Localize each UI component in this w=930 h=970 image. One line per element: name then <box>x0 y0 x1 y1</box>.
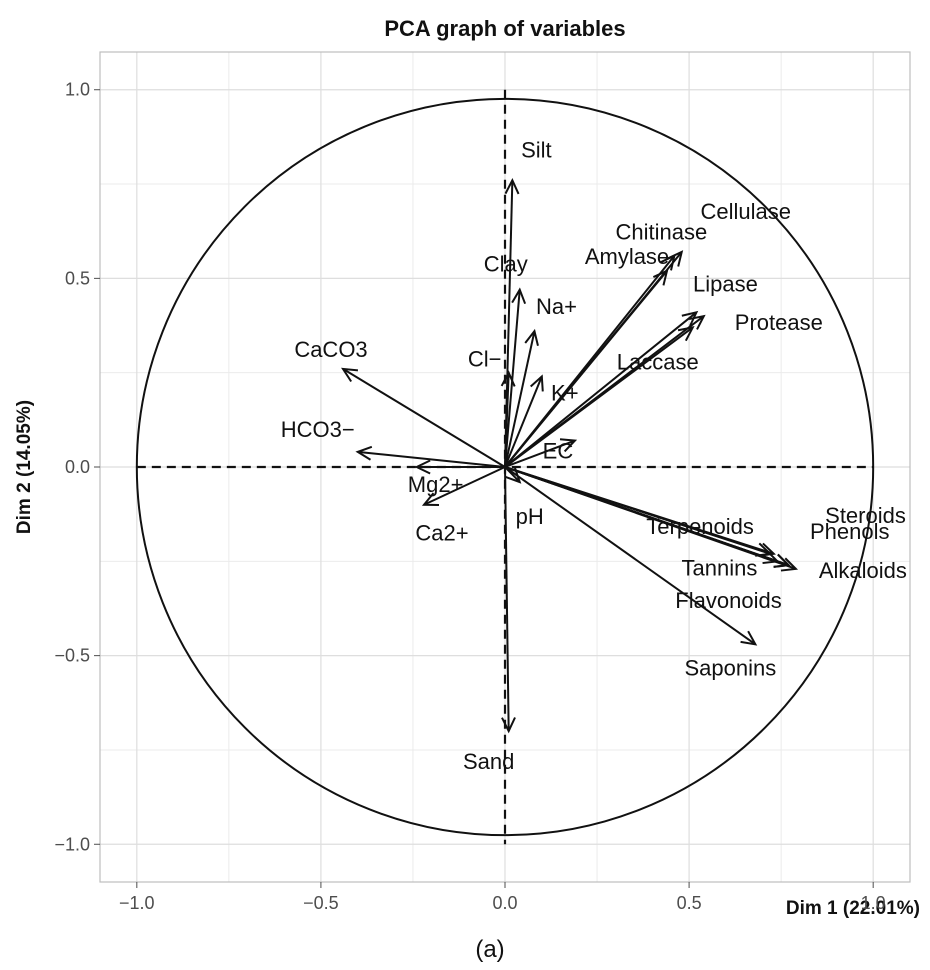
arrowhead-caco3 <box>341 367 359 383</box>
label-flavonoids: Flavonoids <box>675 588 781 613</box>
arrow-laccase <box>504 326 694 468</box>
label-clay: Clay <box>484 252 528 277</box>
arrowhead-na <box>524 328 539 346</box>
label-chitinase: Chitinase <box>616 220 708 245</box>
arrowhead-k <box>530 374 544 392</box>
arrow-cl <box>504 372 510 468</box>
y-axis-title: Dim 2 (14.05%) <box>14 400 35 534</box>
arrowhead-protease <box>688 314 706 330</box>
arrow-sand <box>504 466 510 732</box>
label-ec: EC <box>543 439 574 464</box>
arrowhead-silt <box>504 177 520 195</box>
variable-arrows <box>341 177 799 734</box>
label-alkaloids: Alkaloids <box>819 558 907 583</box>
arrow-ca2 <box>423 466 506 506</box>
arrow-ec <box>504 439 576 468</box>
label-caco3: CaCO3 <box>294 337 367 362</box>
variable-labels: Silt Clay Na+ Cl− K+ EC pH Sand CaCO3 HCO3− Mg2+ Ca… <box>281 137 907 774</box>
y-tick-label: −0.5 <box>54 646 90 666</box>
arrow-amylase <box>504 270 668 468</box>
label-hco3: HCO3− <box>281 417 355 442</box>
arrow-clay <box>504 289 521 468</box>
arrowhead-ca2 <box>421 492 440 506</box>
arrowhead-saponins <box>740 630 758 646</box>
arrowhead-laccase <box>677 326 695 342</box>
label-ph: pH <box>516 504 544 529</box>
arrow-caco3 <box>342 368 506 468</box>
arrow-hco3 <box>357 450 506 468</box>
label-protease: Protease <box>735 310 823 335</box>
label-cellulase: Cellulase <box>700 199 791 224</box>
x-tick-label: 0.0 <box>492 893 517 913</box>
arrowhead-ph <box>505 467 522 484</box>
label-phenols: Phenols <box>810 519 890 544</box>
y-tick-label: −1.0 <box>54 834 90 854</box>
arrowhead-lipase <box>681 310 699 327</box>
arrowhead-flavonoids <box>773 553 791 568</box>
label-saponins: Saponins <box>684 655 776 680</box>
arrowhead-mg2 <box>414 459 431 475</box>
arrow-k <box>504 376 543 468</box>
x-tick-label: −1.0 <box>119 893 155 913</box>
label-mg2: Mg2+ <box>408 472 464 497</box>
label-amylase: Amylase <box>585 244 669 269</box>
arrowhead-cl <box>500 370 516 387</box>
y-tick-label: 0.0 <box>65 457 90 477</box>
arrowhead-alkaloids <box>780 557 799 572</box>
arrowhead-sand <box>501 717 516 734</box>
figure-caption: (a) <box>475 936 504 963</box>
x-tick-label: 0.5 <box>677 893 702 913</box>
label-lipase: Lipase <box>693 271 758 296</box>
label-cl: Cl− <box>468 347 502 372</box>
arrow-flavonoids <box>504 466 789 567</box>
x-tick-label: −0.5 <box>303 893 339 913</box>
label-tannins: Tannins <box>682 555 758 580</box>
arrowhead-chitinase <box>660 253 676 271</box>
label-laccase: Laccase <box>617 349 699 374</box>
y-tick-label: 1.0 <box>65 80 90 100</box>
x-tick-label: 1.0 <box>861 893 886 913</box>
label-k: K+ <box>551 380 579 405</box>
arrow-saponins <box>504 466 756 646</box>
label-terpenoids: Terpenoids <box>646 514 754 539</box>
arrowhead-hco3 <box>355 445 373 461</box>
chart-title: PCA graph of variables <box>384 16 625 41</box>
label-ca2: Ca2+ <box>415 521 468 546</box>
label-steroids: Steroids <box>825 503 906 528</box>
arrowhead-clay <box>511 287 527 305</box>
y-tick-label: 0.5 <box>65 268 90 288</box>
x-axis-title: Dim 1 (22.01%) <box>786 898 920 919</box>
arrow-na <box>504 330 536 468</box>
arrowhead-ec <box>559 438 578 453</box>
axes: −1.0 −0.5 0.0 0.5 1.0 −1.0 −0.5 0.0 0.5 1.0 <box>54 51 911 913</box>
label-sand: Sand <box>463 749 514 774</box>
arrowhead-amylase <box>652 269 669 286</box>
label-na: Na+ <box>536 294 577 319</box>
label-silt: Silt <box>521 137 552 162</box>
arrow-lipase <box>504 311 698 468</box>
